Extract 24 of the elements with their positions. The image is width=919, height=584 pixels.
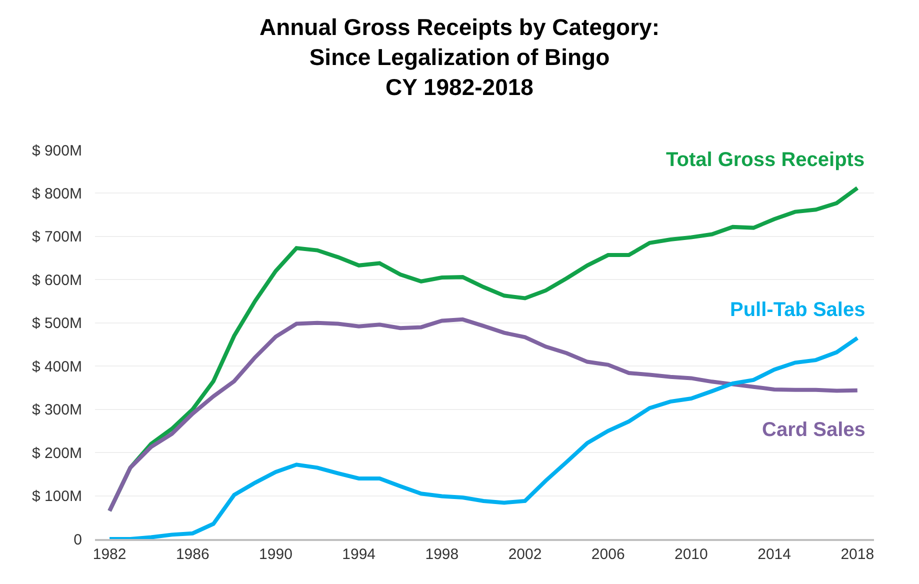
y-tick-label: $ 600M	[32, 272, 82, 289]
y-tick-label: $ 400M	[32, 358, 82, 376]
series-label: Card Sales	[762, 419, 866, 441]
x-tick-label: 2006	[591, 546, 625, 563]
y-tick-label: $ 700M	[32, 228, 82, 246]
x-tick-label: 2014	[758, 546, 791, 563]
y-tick-label: $ 300M	[32, 402, 82, 419]
y-tick-label: $ 900M	[32, 142, 82, 160]
x-tick-label: 1986	[176, 546, 210, 563]
y-tick-label: $ 100M	[32, 488, 82, 506]
y-tick-label: $ 800M	[32, 185, 82, 202]
x-tick-label: 1998	[425, 546, 459, 563]
x-tick-label: 1994	[342, 546, 376, 563]
x-tick-label: 2010	[674, 546, 708, 563]
series-label: Pull-Tab Sales	[730, 299, 866, 321]
chart-title: Annual Gross Receipts by Category: Since Legalization of Bingo CY 1982-2018	[259, 14, 660, 100]
x-tick-label: 2018	[840, 546, 874, 563]
series-label: Total Gross Receipts	[666, 149, 865, 171]
y-tick-label: $ 500M	[32, 315, 82, 332]
y-tick-label: 0	[74, 531, 82, 548]
y-tick-label: $ 200M	[32, 444, 82, 462]
x-tick-label: 2002	[508, 546, 542, 563]
x-tick-label: 1990	[259, 546, 292, 563]
x-tick-label: 1982	[92, 546, 126, 563]
